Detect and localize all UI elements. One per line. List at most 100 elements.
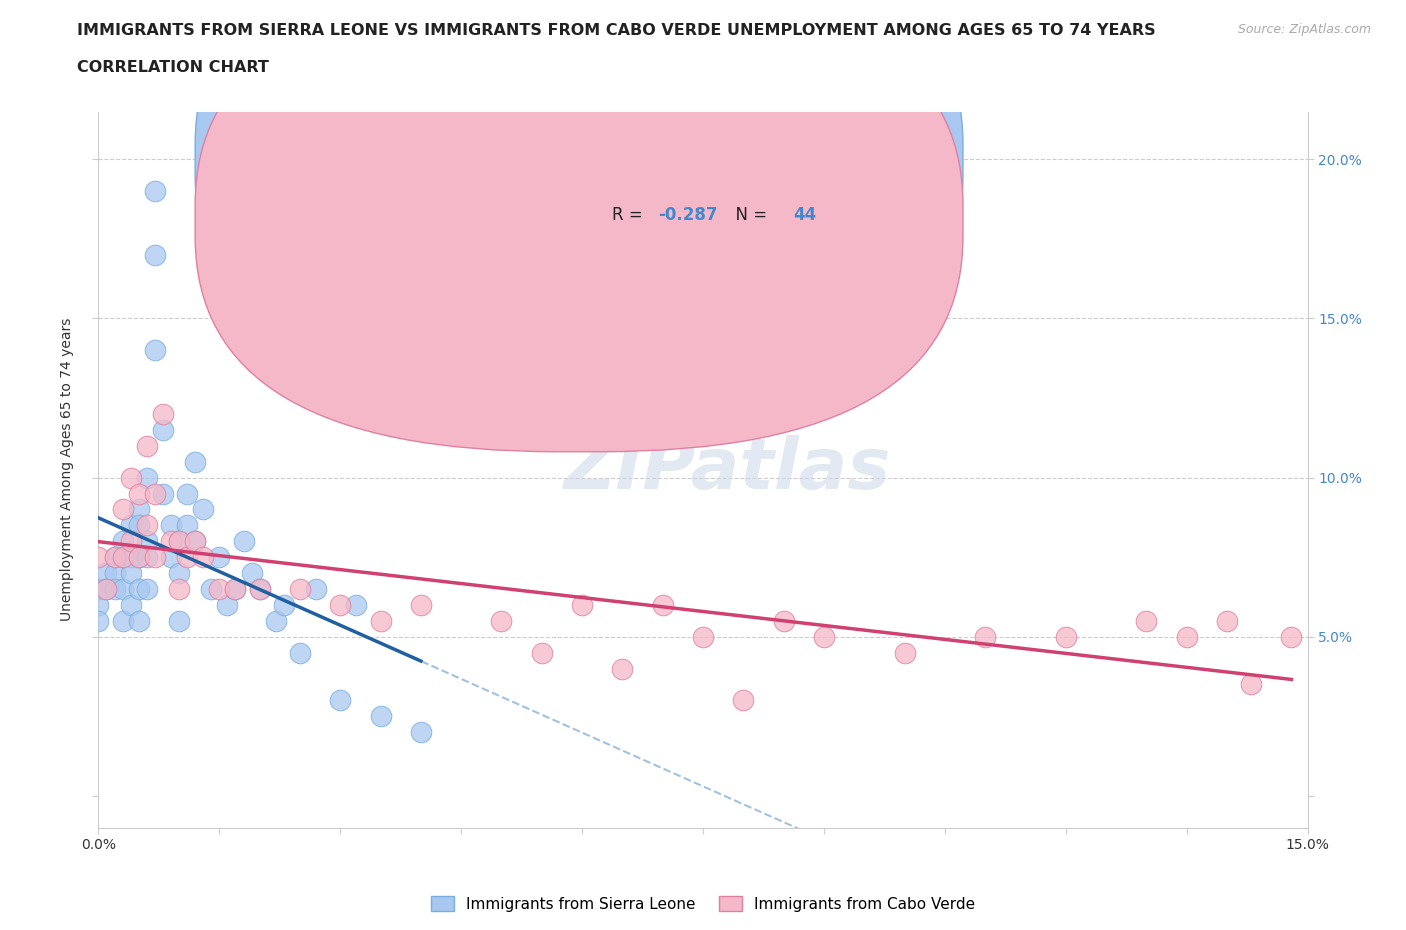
Point	[1054, 630, 1077, 644]
Point	[176, 518, 198, 533]
Point	[264, 614, 287, 629]
Point	[120, 534, 142, 549]
Point	[128, 614, 150, 629]
Point	[344, 597, 367, 612]
Point	[135, 518, 157, 533]
Point	[733, 693, 755, 708]
Text: ZIPatlas: ZIPatlas	[564, 435, 891, 504]
Point	[160, 534, 183, 549]
Point	[128, 502, 150, 517]
Point	[87, 581, 110, 596]
Point	[772, 614, 794, 629]
Point	[120, 565, 142, 580]
Point	[184, 454, 207, 469]
Legend: Immigrants from Sierra Leone, Immigrants from Cabo Verde: Immigrants from Sierra Leone, Immigrants…	[425, 889, 981, 918]
Point	[143, 184, 166, 199]
Point	[135, 581, 157, 596]
Point	[240, 565, 263, 580]
Point	[128, 550, 150, 565]
Point	[167, 534, 190, 549]
Point	[160, 518, 183, 533]
Point	[167, 581, 190, 596]
Point	[128, 550, 150, 565]
Point	[1240, 677, 1263, 692]
Y-axis label: Unemployment Among Ages 65 to 74 years: Unemployment Among Ages 65 to 74 years	[60, 318, 75, 621]
Point	[103, 565, 125, 580]
Point	[692, 630, 714, 644]
Point	[152, 406, 174, 421]
FancyBboxPatch shape	[534, 144, 872, 262]
Point	[249, 581, 271, 596]
Point	[208, 581, 231, 596]
Point	[167, 614, 190, 629]
Point	[813, 630, 835, 644]
Text: R =: R =	[613, 206, 648, 224]
Point	[249, 581, 271, 596]
Point	[224, 581, 246, 596]
Point	[288, 581, 311, 596]
Point	[120, 471, 142, 485]
Point	[96, 565, 118, 580]
Point	[87, 550, 110, 565]
Point	[1216, 614, 1239, 629]
Text: CORRELATION CHART: CORRELATION CHART	[77, 60, 269, 75]
Point	[193, 550, 215, 565]
Point	[128, 518, 150, 533]
Point	[288, 645, 311, 660]
Point	[571, 597, 593, 612]
Point	[96, 581, 118, 596]
Point	[167, 565, 190, 580]
Text: 44: 44	[793, 206, 817, 224]
Text: -0.287: -0.287	[658, 206, 717, 224]
Point	[208, 550, 231, 565]
Point	[1135, 614, 1157, 629]
Point	[143, 486, 166, 501]
Text: N =: N =	[700, 149, 748, 167]
Point	[217, 597, 239, 612]
Point	[370, 709, 392, 724]
Point	[530, 645, 553, 660]
Point	[193, 502, 215, 517]
Text: R =: R =	[613, 149, 648, 167]
Point	[200, 581, 222, 596]
Point	[1175, 630, 1198, 644]
Text: 0.128: 0.128	[658, 149, 711, 167]
Point	[96, 581, 118, 596]
Point	[143, 550, 166, 565]
Point	[120, 518, 142, 533]
Point	[135, 438, 157, 453]
Point	[370, 614, 392, 629]
Point	[184, 534, 207, 549]
Point	[103, 550, 125, 565]
Point	[329, 693, 352, 708]
Point	[409, 597, 432, 612]
Point	[111, 534, 134, 549]
Point	[152, 422, 174, 437]
Point	[128, 581, 150, 596]
Point	[120, 550, 142, 565]
Point	[135, 550, 157, 565]
Point	[184, 534, 207, 549]
Point	[128, 486, 150, 501]
Point	[111, 550, 134, 565]
Point	[143, 343, 166, 358]
Point	[87, 597, 110, 612]
Point	[103, 550, 125, 565]
Point	[87, 614, 110, 629]
Point	[111, 502, 134, 517]
FancyBboxPatch shape	[195, 0, 963, 452]
Point	[1281, 630, 1303, 644]
Point	[111, 581, 134, 596]
Text: IMMIGRANTS FROM SIERRA LEONE VS IMMIGRANTS FROM CABO VERDE UNEMPLOYMENT AMONG AG: IMMIGRANTS FROM SIERRA LEONE VS IMMIGRAN…	[77, 23, 1156, 38]
Point	[120, 597, 142, 612]
Point	[305, 581, 328, 596]
Point	[103, 581, 125, 596]
Point	[612, 661, 634, 676]
Point	[176, 486, 198, 501]
Text: N =: N =	[724, 206, 772, 224]
Point	[491, 614, 513, 629]
Text: 55: 55	[769, 149, 793, 167]
Point	[974, 630, 997, 644]
Point	[152, 486, 174, 501]
Point	[893, 645, 915, 660]
